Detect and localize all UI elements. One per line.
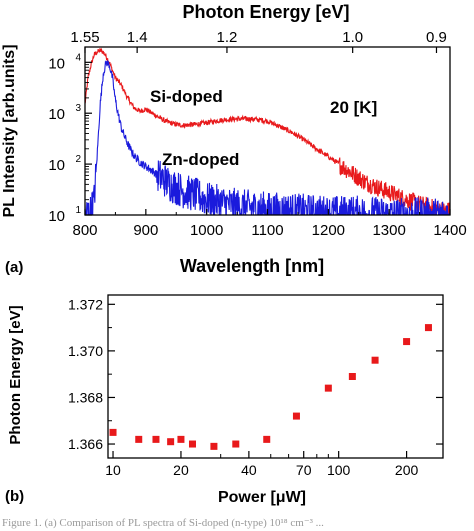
y-tick-exponent: 4 [75, 52, 81, 63]
data-point [348, 373, 356, 380]
legend-zn-doped: Zn-doped [162, 150, 239, 169]
panel-b-y-ticks: 1.366 1.368 1.370 1.372 [68, 296, 443, 452]
series-line-si-doped [85, 47, 450, 215]
y-tick-label: 1.366 [68, 436, 103, 452]
data-point [371, 356, 379, 364]
figure-caption: Figure 1. (a) Comparison of PL spectra o… [2, 517, 324, 529]
data-point [109, 428, 117, 436]
y-tick-label: 10 [48, 106, 65, 123]
x-tick-label: 70 [296, 462, 312, 478]
x-tick-label: 800 [72, 222, 97, 239]
data-point [167, 438, 175, 446]
x-tick-label: 1200 [312, 222, 345, 239]
y-tick-label: 10 [48, 55, 65, 72]
y-tick-label: 1.370 [68, 343, 103, 359]
top-axis-ticks: 1.55 1.4 1.2 1.0 0.9 [70, 29, 447, 53]
panel-a-series [85, 47, 450, 215]
x-tick-label: 1300 [372, 222, 405, 239]
x-tick-label: 1000 [190, 222, 223, 239]
x-tick-label: 20 [173, 462, 189, 478]
data-point [403, 338, 411, 346]
x-tick-label: 1400 [433, 222, 466, 239]
x-tick-label: 40 [241, 462, 257, 478]
x-tick-label: 10 [105, 462, 121, 478]
data-point [177, 435, 185, 443]
series-line-zn-doped [85, 60, 450, 215]
panel-a-frame [84, 46, 451, 216]
data-point [424, 324, 432, 332]
top-tick-label: 1.0 [342, 29, 363, 46]
x-tick-label: 900 [133, 222, 158, 239]
top-tick-label: 0.9 [426, 29, 447, 46]
x-tick-label: 1100 [251, 222, 283, 239]
data-point [188, 440, 196, 448]
data-point [263, 435, 271, 443]
temperature-annotation: 20 [K] [330, 98, 377, 117]
data-point [324, 384, 332, 392]
y-tick-label: 10 [48, 208, 65, 225]
panel-b-points [109, 324, 432, 450]
top-axis-title: Photon Energy [eV] [182, 2, 349, 22]
data-point [152, 435, 160, 443]
panel-b-x-ticks: 10 20 40 70 100 200 [105, 451, 418, 478]
panel-a-plot-area [84, 46, 451, 216]
top-tick-label: 1.2 [217, 29, 238, 46]
panel-b-y-axis-title: Photon Energy [eV] [7, 305, 24, 444]
panel-b-frame [107, 294, 444, 459]
y-tick-exponent: 2 [75, 154, 81, 165]
panel-a-x-axis-title: Wavelength [nm] [180, 256, 324, 276]
x-tick-label: 200 [395, 462, 419, 478]
y-tick-exponent: 3 [75, 103, 81, 114]
legend-si-doped: Si-doped [150, 87, 223, 106]
data-point [232, 440, 240, 448]
y-tick-label: 10 [48, 157, 65, 174]
panel-b-photon-energy-vs-power: 1.366 1.368 1.370 1.372 10 20 40 70 100 200 Phot… [5, 294, 444, 506]
panel-b-x-axis-title: Power [μW] [218, 489, 306, 506]
x-tick-label: 100 [327, 462, 351, 478]
data-point [135, 435, 143, 443]
data-point [292, 412, 300, 420]
y-tick-label: 1.368 [68, 389, 103, 405]
panel-a-x-ticks: 800 900 1000 1100 1200 1300 1400 [72, 209, 467, 239]
panel-a-label: (a) [5, 259, 23, 276]
y-tick-exponent: 1 [75, 205, 81, 216]
top-tick-label: 1.4 [127, 29, 148, 46]
y-tick-label: 1.372 [68, 296, 103, 312]
panel-b-label: (b) [5, 488, 24, 505]
panel-a-y-axis-title: PL Intensity [arb.units] [1, 44, 18, 217]
top-tick-label: 1.55 [70, 29, 99, 46]
panel-a-y-ticks: 10 1 10 2 10 3 10 4 [48, 46, 92, 225]
data-point [210, 442, 218, 450]
panel-a-pl-spectra: Photon Energy [eV] 1.55 1.4 1.2 1.0 0.9 10 11… [1, 2, 467, 276]
